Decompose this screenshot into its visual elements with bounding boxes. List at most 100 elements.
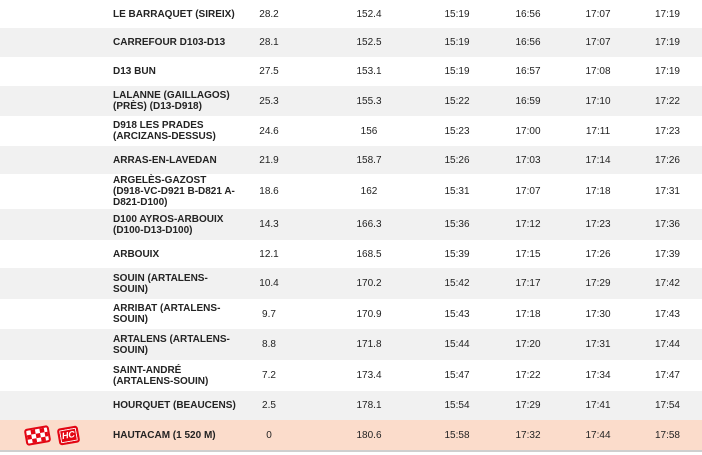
location-label: SOUIN (ARTALENS-SOUIN) bbox=[113, 272, 208, 295]
time-cell: 17:39 bbox=[654, 248, 680, 260]
location-cell: CARREFOUR D103-D13 bbox=[113, 28, 237, 57]
km-to-go-cell: 27.5 bbox=[259, 66, 279, 77]
time-cell: 15:43 bbox=[444, 308, 470, 320]
itinerary-row: ARGELÈS-GAZOST (D918-VC-D921 B-D821 A-D8… bbox=[0, 174, 702, 209]
icons-cell bbox=[0, 86, 113, 116]
time-cell: 17:23 bbox=[654, 125, 680, 137]
km-to-go-cell: 2.5 bbox=[262, 400, 276, 411]
location-cell: SOUIN (ARTALENS-SOUIN) bbox=[113, 268, 237, 299]
km-to-go-cell: 28.1 bbox=[259, 37, 279, 48]
location-label: ARTALENS (ARTALENS-SOUIN) bbox=[113, 333, 230, 356]
location-cell: ARRAS-EN-LAVEDAN bbox=[113, 146, 237, 174]
time-cell: 17:11 bbox=[585, 125, 611, 137]
location-cell: ARGELÈS-GAZOST (D918-VC-D921 B-D821 A-D8… bbox=[113, 174, 237, 209]
time-cell: 17:03 bbox=[515, 154, 541, 166]
time-cell: 17:19 bbox=[654, 37, 680, 48]
time-cell: 17:34 bbox=[585, 370, 611, 381]
location-cell: SAINT-ANDRÉ (ARTALENS-SOUIN) bbox=[113, 360, 237, 391]
time-cell: 17:07 bbox=[585, 8, 611, 20]
itinerary-row: ARBOUIX 12.1 168.5 15:39 17:15 17:26 17:… bbox=[0, 240, 702, 268]
time-cell: 17:29 bbox=[515, 400, 541, 411]
time-cell: 17:15 bbox=[515, 248, 541, 260]
time-cell: 15:54 bbox=[444, 400, 470, 411]
itinerary-row: CARREFOUR D103-D13 28.1 152.5 15:19 16:5… bbox=[0, 28, 702, 57]
icons-cell bbox=[0, 174, 113, 209]
icons-cell bbox=[0, 299, 113, 329]
itinerary-row: LALANNE (GAILLAGOS) (PRÈS) (D13-D918) 25… bbox=[0, 86, 702, 116]
location-cell: ARTALENS (ARTALENS-SOUIN) bbox=[113, 329, 237, 360]
time-cell: 15:47 bbox=[444, 370, 470, 381]
location-label: ARRIBAT (ARTALENS-SOUIN) bbox=[113, 303, 221, 325]
time-cell: 17:18 bbox=[515, 308, 541, 320]
time-cell: 15:23 bbox=[444, 125, 470, 137]
time-cell: 17:18 bbox=[585, 186, 611, 197]
km-to-go-cell: 18.6 bbox=[259, 186, 279, 197]
itinerary-row: HC HAUTACAM (1 520 M) 0 180.6 15:58 17:3… bbox=[0, 420, 702, 450]
location-cell: HOURQUET (BEAUCENS) bbox=[113, 391, 237, 420]
table-bottom-spacer bbox=[0, 452, 702, 455]
time-cell: 15:44 bbox=[444, 339, 470, 350]
itinerary-row: D100 AYROS-ARBOUIX (D100-D13-D100) 14.3 … bbox=[0, 209, 702, 240]
location-cell: D918 LES PRADES (ARCIZANS-DESSUS) bbox=[113, 116, 237, 146]
location-label: LE BARRAQUET (SIREIX) bbox=[113, 8, 235, 20]
location-cell: D13 BUN bbox=[113, 57, 237, 86]
itinerary-row: SAINT-ANDRÉ (ARTALENS-SOUIN) 7.2 173.4 1… bbox=[0, 360, 702, 391]
km-to-go-cell: 9.7 bbox=[262, 308, 276, 320]
time-cell: 17:42 bbox=[654, 278, 680, 289]
km-done-cell: 158.7 bbox=[356, 154, 382, 166]
location-label: ARGELÈS-GAZOST (D918-VC-D921 B-D821 A-D8… bbox=[113, 175, 235, 208]
itinerary-row: ARTALENS (ARTALENS-SOUIN) 8.8 171.8 15:4… bbox=[0, 329, 702, 360]
location-cell: D100 AYROS-ARBOUIX (D100-D13-D100) bbox=[113, 209, 237, 240]
time-cell: 15:26 bbox=[444, 154, 470, 166]
location-label: ARRAS-EN-LAVEDAN bbox=[113, 154, 217, 166]
location-label: D918 LES PRADES (ARCIZANS-DESSUS) bbox=[113, 120, 216, 142]
km-done-cell: 166.3 bbox=[356, 219, 382, 230]
itinerary-row: LE BARRAQUET (SIREIX) 28.2 152.4 15:19 1… bbox=[0, 0, 702, 28]
location-label: ARBOUIX bbox=[113, 248, 160, 260]
checkered-flag-icon bbox=[23, 424, 52, 446]
time-cell: 17:26 bbox=[585, 248, 611, 260]
location-label: CARREFOUR D103-D13 bbox=[113, 37, 226, 48]
km-to-go-cell: 25.3 bbox=[259, 95, 279, 107]
location-cell: HAUTACAM (1 520 M) bbox=[113, 420, 237, 450]
km-done-cell: 170.9 bbox=[356, 308, 382, 320]
km-to-go-cell: 24.6 bbox=[259, 125, 279, 137]
icons-cell bbox=[0, 329, 113, 360]
time-cell: 17:41 bbox=[585, 400, 611, 411]
km-done-cell: 173.4 bbox=[356, 370, 382, 381]
time-cell: 17:23 bbox=[585, 219, 611, 230]
icons-cell bbox=[0, 240, 113, 268]
km-done-cell: 156 bbox=[360, 125, 378, 137]
time-cell: 16:59 bbox=[515, 95, 541, 107]
time-cell: 17:26 bbox=[654, 154, 680, 166]
km-to-go-cell: 12.1 bbox=[259, 248, 279, 260]
km-done-cell: 178.1 bbox=[356, 400, 382, 411]
time-cell: 17:08 bbox=[585, 66, 611, 77]
icons-cell bbox=[0, 391, 113, 420]
location-label: SAINT-ANDRÉ (ARTALENS-SOUIN) bbox=[113, 364, 209, 387]
time-cell: 15:19 bbox=[444, 37, 470, 48]
time-cell: 17:58 bbox=[654, 429, 680, 441]
itinerary-row: HOURQUET (BEAUCENS) 2.5 178.1 15:54 17:2… bbox=[0, 391, 702, 420]
location-label: HAUTACAM (1 520 M) bbox=[113, 429, 216, 441]
time-cell: 15:22 bbox=[444, 95, 470, 107]
icons-cell bbox=[0, 146, 113, 174]
time-cell: 17:30 bbox=[585, 308, 611, 320]
time-cell: 17:32 bbox=[515, 429, 541, 441]
time-cell: 17:44 bbox=[585, 429, 611, 441]
time-cell: 16:57 bbox=[515, 66, 541, 77]
time-cell: 17:12 bbox=[515, 219, 541, 230]
time-cell: 17:07 bbox=[515, 186, 541, 197]
km-to-go-cell: 10.4 bbox=[259, 278, 279, 289]
time-cell: 17:47 bbox=[654, 370, 680, 381]
km-done-cell: 162 bbox=[360, 186, 378, 197]
time-cell: 17:00 bbox=[515, 125, 541, 137]
icons-cell: HC bbox=[0, 420, 113, 450]
km-done-cell: 170.2 bbox=[356, 278, 382, 289]
km-done-cell: 152.4 bbox=[356, 8, 382, 20]
hc-climb-icon: HC bbox=[56, 424, 81, 446]
table-bottom-rule bbox=[0, 450, 702, 452]
time-cell: 15:36 bbox=[444, 219, 470, 230]
time-cell: 17:19 bbox=[654, 8, 680, 20]
